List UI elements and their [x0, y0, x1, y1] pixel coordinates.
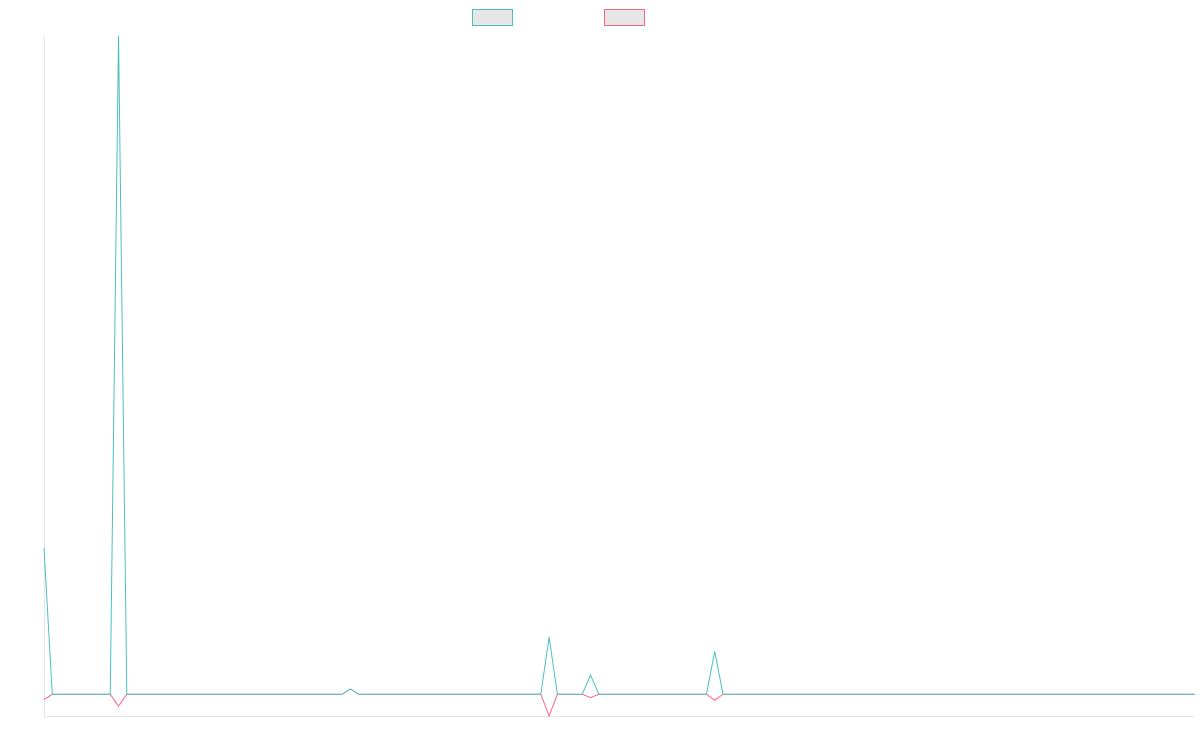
- series-line: [43, 688, 1195, 718]
- series-line: [43, 35, 1195, 695]
- legend-swatch: [472, 9, 513, 26]
- legend-swatch: [604, 9, 645, 26]
